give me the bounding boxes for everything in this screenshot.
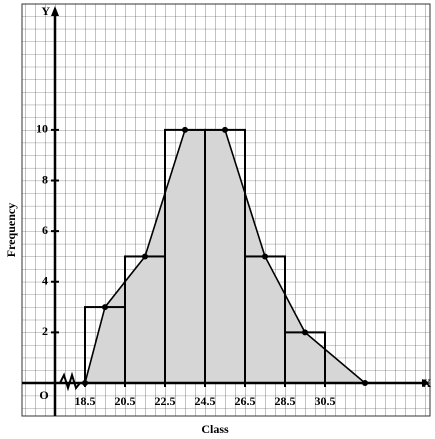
y-axis-label: Frequency xyxy=(4,203,18,257)
y-axis-name: Y xyxy=(41,4,50,18)
polygon-area xyxy=(85,129,365,383)
frequency-polygon xyxy=(84,129,366,384)
x-tick-label: 28.5 xyxy=(275,394,296,408)
polygon-point xyxy=(302,329,308,336)
axis-break xyxy=(59,371,81,392)
plot xyxy=(82,126,368,386)
x-arrow xyxy=(422,379,430,387)
x-axis-name: X xyxy=(423,376,432,390)
x-tick-label: 24.5 xyxy=(195,394,216,408)
x-axis-label: Class xyxy=(201,422,229,436)
x-tick-label: 26.5 xyxy=(235,394,256,408)
polygon-point xyxy=(182,126,188,133)
polygon-point xyxy=(142,253,148,260)
y-tick-label: 8 xyxy=(42,172,48,186)
x-tick-label: 18.5 xyxy=(75,394,96,408)
y-tick-label: 2 xyxy=(42,324,48,338)
origin-label: O xyxy=(39,388,48,402)
y-tick-label: 4 xyxy=(42,274,48,288)
polygon-point xyxy=(102,304,108,311)
y-tick-label: 6 xyxy=(42,223,48,237)
polygon-point xyxy=(222,126,228,133)
y-tick-label: 10 xyxy=(36,122,48,136)
x-tick-label: 30.5 xyxy=(315,394,336,408)
x-tick-label: 20.5 xyxy=(115,394,136,408)
x-tick-label: 22.5 xyxy=(155,394,176,408)
y-arrow xyxy=(51,6,59,16)
polygon-point xyxy=(262,253,268,260)
